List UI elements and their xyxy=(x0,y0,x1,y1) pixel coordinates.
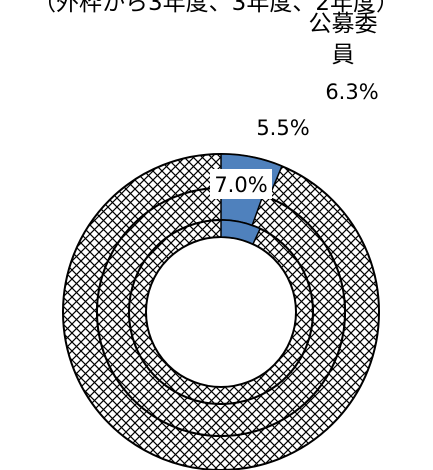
data-label-middle: 5.5% xyxy=(256,116,309,140)
chart-title: （外枠から3年度、3年度、2年度） xyxy=(33,0,399,16)
series-label-line-2: 員 xyxy=(332,42,355,68)
data-label-outer: 6.3% xyxy=(325,80,378,104)
ring-inner-remainder xyxy=(128,219,315,405)
data-label-bg-middle xyxy=(252,112,314,142)
data-label-bg-inner xyxy=(210,169,272,199)
data-label-bg-outer xyxy=(323,76,381,106)
rings-group xyxy=(62,153,381,470)
series-label-line-1: 公募委 xyxy=(309,11,378,37)
ring-inner-slice xyxy=(220,219,262,246)
data-label-inner: 7.0% xyxy=(214,173,267,197)
